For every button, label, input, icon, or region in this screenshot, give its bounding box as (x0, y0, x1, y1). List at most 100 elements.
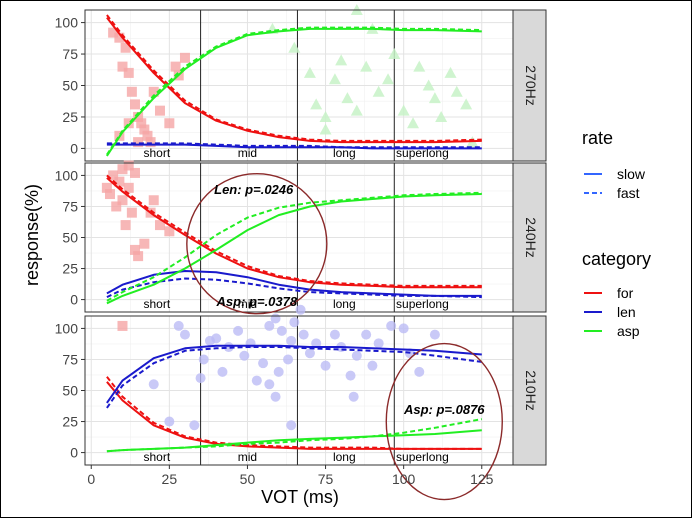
series-asp-slow (106, 27, 482, 157)
series-len-slow (106, 344, 482, 404)
series-for-fast (106, 376, 482, 450)
y-tick-label: 50 (62, 230, 78, 246)
legend-label-for: for (617, 285, 634, 301)
data-point (298, 329, 309, 340)
data-point (129, 99, 140, 110)
x-tick-label: 25 (162, 471, 178, 487)
series-len-fast (106, 346, 482, 409)
data-point (270, 391, 281, 402)
panel-270Hz: 0 25 50 75 100 short mid long superlong 270Hz (55, 4, 547, 162)
legend-title-rate: rate (582, 128, 613, 148)
y-tick-label: 100 (55, 15, 79, 31)
y-tick-label: 0 (70, 292, 78, 308)
region-label-long: long (333, 297, 356, 311)
series-for-slow (106, 177, 482, 289)
data-point (117, 164, 128, 175)
data-point (270, 313, 281, 324)
data-point (154, 220, 165, 231)
data-point (139, 124, 150, 135)
data-point (397, 104, 410, 116)
data-point (126, 86, 137, 97)
y-tick-label: 25 (62, 261, 78, 277)
data-point (373, 338, 384, 349)
data-point (114, 32, 125, 43)
data-point (164, 416, 175, 427)
data-point (133, 137, 144, 148)
data-point (145, 137, 156, 148)
data-point (136, 118, 147, 129)
data-point (120, 42, 131, 53)
data-point (189, 420, 200, 431)
data-point (154, 105, 165, 116)
data-point (428, 92, 441, 104)
data-point (286, 335, 297, 346)
data-point (319, 123, 332, 135)
data-point (303, 66, 316, 78)
data-point (460, 98, 473, 110)
series-for-fast (106, 14, 482, 142)
data-point (435, 110, 448, 122)
x-tick-label: 125 (470, 471, 494, 487)
panel-240Hz: 0 25 50 75 100 short mid long superlong 240Hz (55, 160, 547, 313)
data-point (320, 360, 331, 371)
y-tick-label: 75 (62, 351, 78, 367)
y-tick-label: 75 (62, 198, 78, 214)
data-point (335, 54, 348, 66)
data-point (273, 366, 284, 377)
data-point (123, 118, 134, 129)
data-point (264, 320, 275, 331)
panel-210Hz: 0 25 50 75 100 short mid long superlong 210Hz (55, 304, 547, 466)
data-point (223, 342, 234, 353)
data-point (108, 170, 119, 181)
region-label-short: short (144, 450, 171, 464)
series-for-fast (106, 174, 482, 287)
data-point (233, 325, 244, 336)
data-point (289, 317, 300, 328)
y-tick-label: 25 (62, 109, 78, 125)
data-point (108, 27, 119, 38)
region-label-mid: mid (238, 146, 257, 160)
data-point (310, 98, 323, 110)
facet-strip-label: 270Hz (523, 65, 539, 105)
highlight-circle (385, 342, 503, 501)
facet-strip-label: 210Hz (523, 370, 539, 410)
series-asp-fast (106, 191, 482, 302)
data-point (129, 167, 140, 178)
y-tick-label: 0 (70, 140, 78, 156)
data-point (295, 304, 306, 315)
data-point (148, 86, 159, 97)
data-point (350, 104, 363, 116)
data-point (319, 110, 332, 122)
series-for-slow (106, 16, 482, 144)
data-point (195, 373, 206, 384)
data-point (126, 207, 137, 218)
series-for-slow (106, 381, 482, 450)
x-axis-title: VOT (ms) (261, 487, 339, 507)
data-point (179, 329, 190, 340)
data-point (117, 195, 128, 206)
annotation-label: Asp: p=.0378 (216, 294, 298, 309)
data-point (179, 52, 190, 63)
highlight-circle (186, 173, 328, 315)
data-point (351, 350, 362, 361)
y-tick-label: 75 (62, 46, 78, 62)
series-len-slow (106, 270, 482, 297)
data-point (123, 182, 134, 193)
data-point (341, 92, 354, 104)
data-point (101, 182, 112, 193)
data-point (386, 320, 397, 331)
series-asp-slow (106, 429, 482, 453)
series-len-fast (106, 277, 482, 299)
series-asp-fast (106, 418, 482, 453)
legend-label-slow: slow (617, 166, 646, 182)
y-tick-label: 25 (62, 414, 78, 430)
data-point (367, 360, 378, 371)
data-point (239, 350, 250, 361)
region-label-superlong: superlong (396, 146, 449, 160)
data-point (286, 420, 297, 431)
data-point (348, 391, 359, 402)
data-point (388, 48, 401, 60)
x-tick-label: 50 (240, 471, 256, 487)
